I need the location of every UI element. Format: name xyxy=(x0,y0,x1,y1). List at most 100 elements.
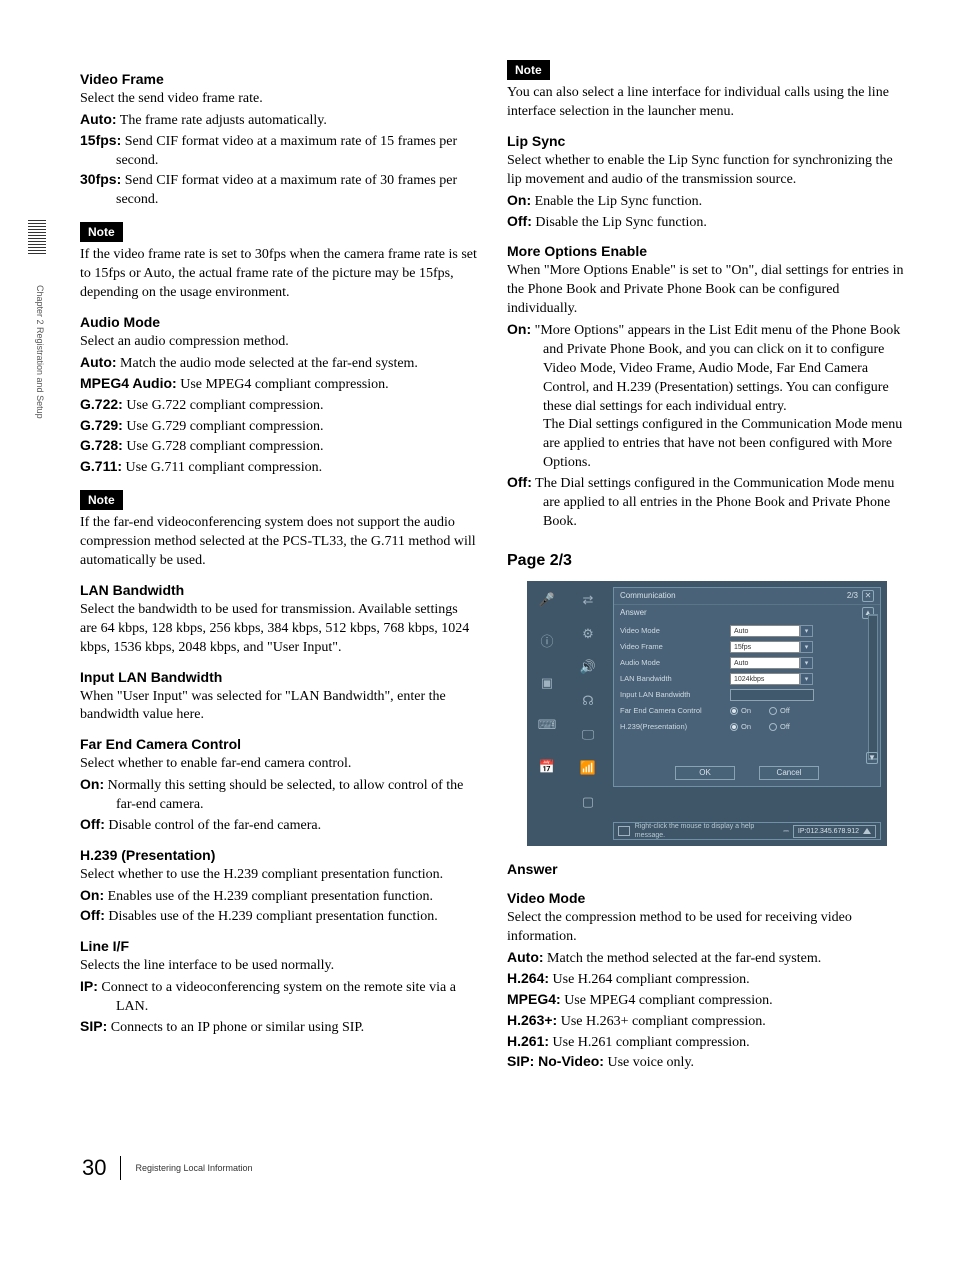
body: Use H.264 compliant compression. xyxy=(549,972,750,987)
body: Use G.711 compliant compression. xyxy=(122,460,322,475)
text-input-lan-bw: When "User Input" was selected for "LAN … xyxy=(80,688,477,726)
list-h239: On: Enables use of the H.239 compliant p… xyxy=(80,886,477,928)
heading-page23: Page 2/3 xyxy=(507,550,904,572)
user-icon: ▣ xyxy=(541,674,553,692)
keyboard-icon: ⌨ xyxy=(538,716,557,734)
calendar-icon: 📅 xyxy=(539,758,555,776)
list-audio-mode: Auto: Match the audio mode selected at t… xyxy=(80,353,477,478)
body: Use H.261 compliant compression. xyxy=(549,1035,750,1050)
input-lan-bw-field[interactable] xyxy=(730,689,814,701)
select-video-mode[interactable]: Auto▾ xyxy=(730,625,800,637)
sidebar-chapter-label: Chapter 2 Registration and Setup xyxy=(34,285,46,419)
term: Auto: xyxy=(80,354,117,370)
list-line-if: IP: Connect to a videoconferencing syste… xyxy=(80,977,477,1038)
heading-more-options: More Options Enable xyxy=(507,242,904,261)
info-icon: ⓘ xyxy=(540,633,553,651)
figure-page: 2/3 xyxy=(847,591,858,602)
figure-subtitle: Answer xyxy=(620,608,647,619)
body: Use MPEG4 compliant compression. xyxy=(561,993,773,1008)
row-label: Input LAN Bandwidth xyxy=(620,690,730,700)
text-video-mode-intro: Select the compression method to be used… xyxy=(507,909,904,947)
term: G.728: xyxy=(80,437,123,453)
body: Match the audio mode selected at the far… xyxy=(117,356,418,371)
row-label: Video Frame xyxy=(620,642,730,652)
radio-off[interactable]: Off xyxy=(769,722,790,732)
sidebar-decor xyxy=(28,220,46,275)
chevron-down-icon: ▾ xyxy=(800,657,813,669)
heading-far-end: Far End Camera Control xyxy=(80,735,477,754)
select-lan-bw[interactable]: 1024kbps▾ xyxy=(730,673,800,685)
figure-mid-nav: ⇄ ⚙ 🔊 ☊ 🖵 📶 ▢ xyxy=(567,581,609,846)
body: Use MPEG4 compliant compression. xyxy=(177,377,389,392)
term: H.263+: xyxy=(507,1012,557,1028)
chevron-down-icon: ▾ xyxy=(800,673,813,685)
display-icon: ▢ xyxy=(582,793,594,811)
list-video-frame: Auto: The frame rate adjusts automatical… xyxy=(80,110,477,210)
gear-icon: ⚙ xyxy=(582,625,594,643)
triangle-up-icon xyxy=(863,828,871,834)
text-far-end-intro: Select whether to enable far-end camera … xyxy=(80,755,477,774)
term: On: xyxy=(80,776,104,792)
signal-icon: 📶 xyxy=(580,759,596,777)
row-label: H.239(Presentation) xyxy=(620,722,730,732)
note-body: If the far-end videoconferencing system … xyxy=(80,514,477,571)
select-video-frame[interactable]: 15fps▾ xyxy=(730,641,800,653)
note-label: Note xyxy=(507,60,550,80)
radio-off[interactable]: Off xyxy=(769,706,790,716)
note-body: If the video frame rate is set to 30fps … xyxy=(80,246,477,303)
heading-video-frame: Video Frame xyxy=(80,70,477,89)
row-label: Far End Camera Control xyxy=(620,706,730,716)
body: "More Options" appears in the List Edit … xyxy=(531,323,900,414)
term: MPEG4 Audio: xyxy=(80,375,177,391)
text-lip-sync-intro: Select whether to enable the Lip Sync fu… xyxy=(507,152,904,190)
heading-input-lan-bw: Input LAN Bandwidth xyxy=(80,668,477,687)
select-audio-mode[interactable]: Auto▾ xyxy=(730,657,800,669)
volume-icon: 🔊 xyxy=(580,658,596,676)
list-far-end: On: Normally this setting should be sele… xyxy=(80,775,477,836)
body: Enables use of the H.239 compliant prese… xyxy=(104,889,433,904)
figure-title: Communication xyxy=(620,591,676,602)
page-number: 30 xyxy=(82,1153,106,1183)
radio-on[interactable]: On xyxy=(730,722,751,732)
close-icon[interactable]: ✕ xyxy=(862,590,874,602)
row-label: LAN Bandwidth xyxy=(620,674,730,684)
body: Use G.722 compliant compression. xyxy=(123,398,324,413)
row-label: Video Mode xyxy=(620,626,730,636)
body: The Dial settings configured in the Comm… xyxy=(532,476,895,529)
chevron-down-icon: ▾ xyxy=(800,625,813,637)
body: Use G.729 compliant compression. xyxy=(123,419,324,434)
body: Disable the Lip Sync function. xyxy=(532,215,707,230)
page-footer: 30 Registering Local Information xyxy=(50,1153,904,1183)
term: H.264: xyxy=(507,970,549,986)
body: Enable the Lip Sync function. xyxy=(531,194,702,209)
heading-answer: Answer xyxy=(507,860,904,879)
term: Off: xyxy=(80,907,105,923)
body: Connects to an IP phone or similar using… xyxy=(107,1020,364,1035)
ok-button[interactable]: OK xyxy=(675,766,735,780)
heading-lip-sync: Lip Sync xyxy=(507,132,904,151)
more-options-on: On: "More Options" appears in the List E… xyxy=(507,320,904,416)
text-lan-bw: Select the bandwidth to be used for tran… xyxy=(80,601,477,658)
term: H.261: xyxy=(507,1033,549,1049)
cancel-button[interactable]: Cancel xyxy=(759,766,819,780)
term: MPEG4: xyxy=(507,991,561,1007)
term: SIP: xyxy=(80,1018,107,1034)
list-lip-sync: On: Enable the Lip Sync function. Off: D… xyxy=(507,191,904,233)
body: Disables use of the H.239 compliant pres… xyxy=(105,909,438,924)
text-line-if-intro: Selects the line interface to be used no… xyxy=(80,957,477,976)
text-video-frame-intro: Select the send video frame rate. xyxy=(80,90,477,109)
term: Auto: xyxy=(80,111,117,127)
body: Normally this setting should be selected… xyxy=(104,778,463,812)
more-options-on-cont: The Dial settings configured in the Comm… xyxy=(507,416,904,473)
radio-on[interactable]: On xyxy=(730,706,751,716)
body: Match the method selected at the far-end… xyxy=(544,951,822,966)
body: Disable control of the far-end camera. xyxy=(105,818,321,833)
body: Use H.263+ compliant compression. xyxy=(557,1014,766,1029)
figure-left-nav: 🎤 ⓘ ▣ ⌨ 📅 xyxy=(527,581,567,846)
term: G.711: xyxy=(80,458,122,474)
left-column: Video Frame Select the send video frame … xyxy=(80,60,477,1073)
scrollbar[interactable] xyxy=(868,614,878,760)
list-video-mode: Auto: Match the method selected at the f… xyxy=(507,948,904,1073)
footer-text: Registering Local Information xyxy=(135,1162,252,1174)
note-label: Note xyxy=(80,222,123,242)
